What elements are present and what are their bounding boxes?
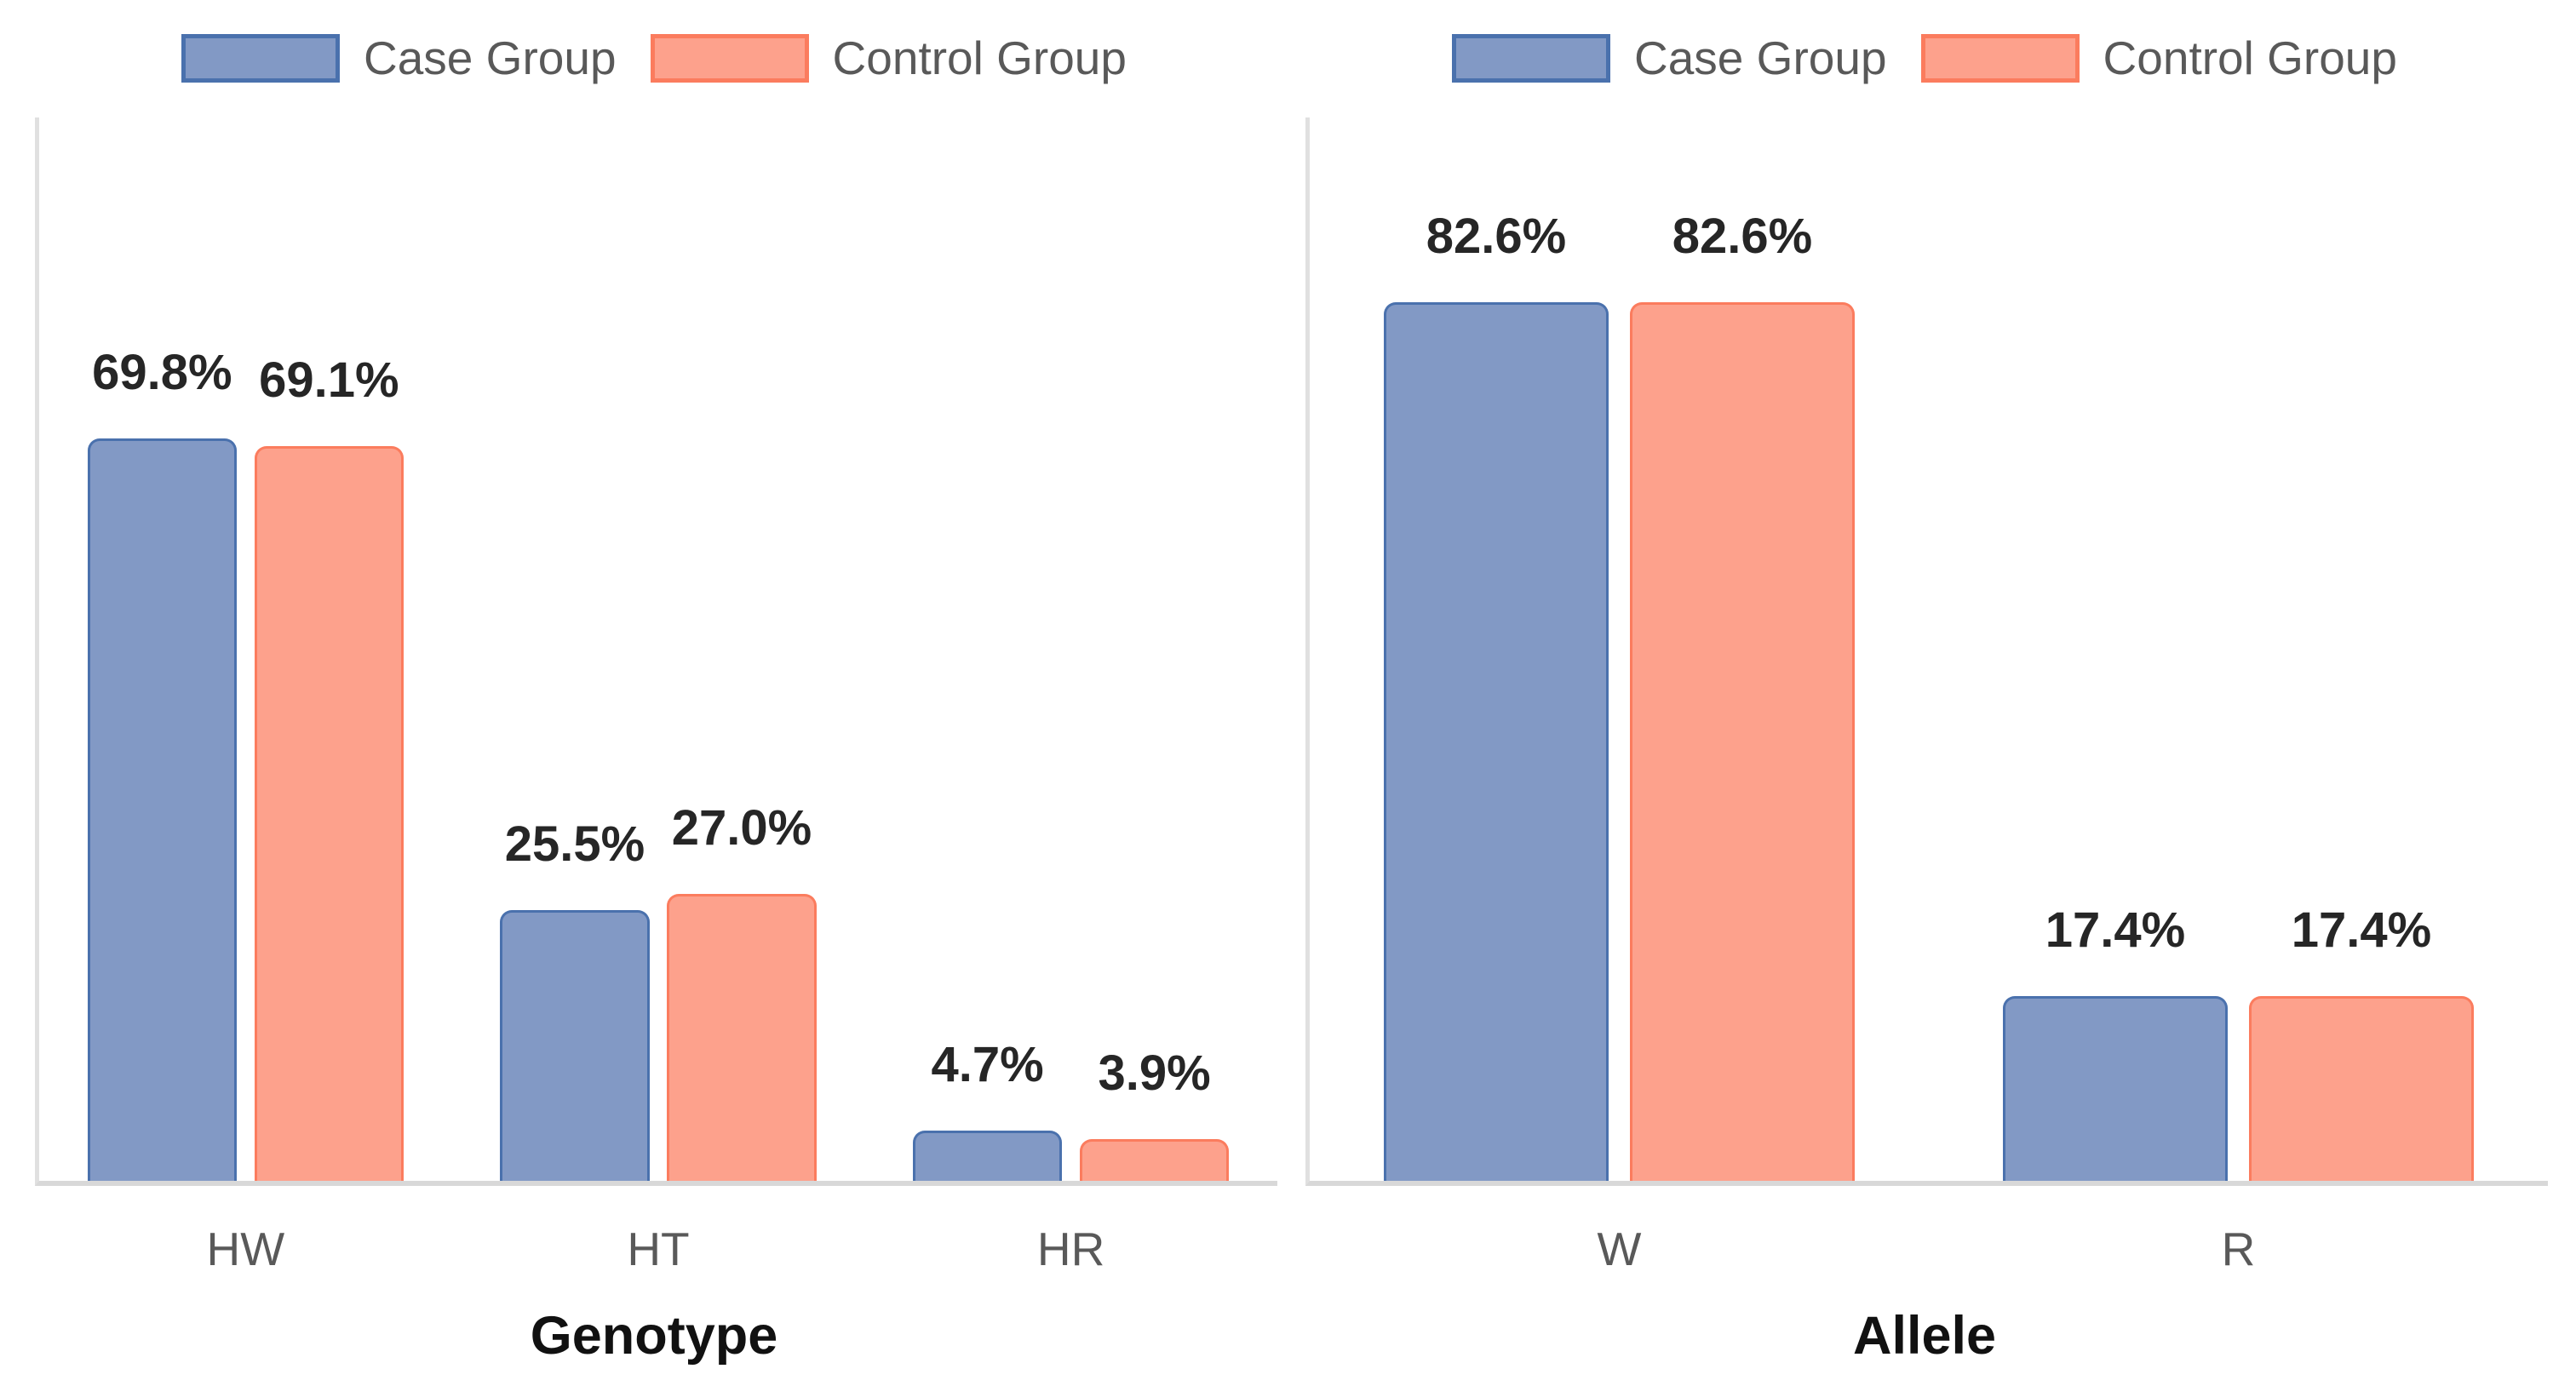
x-tick-label: W	[1597, 1223, 1642, 1275]
bar-control-group	[1080, 1139, 1230, 1181]
legend-label: Control Group	[2103, 32, 2397, 84]
bar-control-group	[1630, 302, 1856, 1181]
legend-label: Case Group	[364, 32, 617, 84]
legend-label: Control Group	[832, 32, 1127, 84]
legend-swatch-case	[1452, 34, 1610, 83]
legend: Case Group Control Group	[35, 34, 1273, 83]
legend: Case Group Control Group	[1305, 34, 2544, 83]
bar-value-label: 82.6%	[1426, 209, 1567, 265]
x-tick-label: HW	[206, 1223, 285, 1275]
legend-item-case: Case Group	[181, 34, 617, 83]
bar-case-group	[500, 909, 650, 1181]
bar-value-label: 4.7%	[931, 1037, 1044, 1093]
bar-control-group	[2249, 995, 2475, 1181]
x-tick-label: HT	[627, 1223, 690, 1275]
bar-case-group	[1383, 302, 1609, 1181]
bar-value-label: 69.1%	[259, 352, 399, 408]
legend-swatch-control	[650, 34, 809, 83]
genotype-chart: Case Group Control Group 69.8% 69.1% HW 25.5…	[35, 0, 1277, 1386]
bar-value-label: 27.0%	[671, 799, 812, 856]
bar-value-label: 69.8%	[92, 345, 232, 401]
bar-control-group	[254, 445, 404, 1181]
bar-case-group	[913, 1131, 1063, 1181]
x-tick-label: R	[2221, 1223, 2256, 1275]
bar-case-group	[2002, 995, 2228, 1181]
legend-item-control: Control Group	[650, 32, 1127, 84]
bar-case-group	[87, 438, 237, 1181]
bar-value-label: 17.4%	[2045, 902, 2186, 958]
legend-item-case: Case Group	[1452, 34, 1887, 83]
x-axis-title: Allele	[1852, 1306, 1997, 1366]
x-tick-label: HR	[1036, 1223, 1105, 1275]
bar-value-label: 17.4%	[2291, 902, 2432, 958]
x-axis-title: Genotype	[530, 1306, 778, 1366]
bar-value-label: 25.5%	[504, 816, 645, 872]
plot-area: 82.6% 82.6% W 17.4% 17.4% R	[1305, 117, 2548, 1273]
bar-value-label: 3.9%	[1098, 1045, 1211, 1102]
bar-value-label: 82.6%	[1672, 209, 1813, 265]
legend-swatch-control	[1920, 34, 2080, 83]
legend-label: Case Group	[1634, 32, 1887, 84]
legend-swatch-case	[181, 34, 340, 83]
allele-chart: Case Group Control Group 82.6% 82.6% W 17.4%…	[1305, 0, 2548, 1386]
legend-item-control: Control Group	[1920, 32, 2397, 84]
bar-control-group	[667, 893, 817, 1181]
plot-area: 69.8% 69.1% HW 25.5% 27.0% HT 4.7% 3.9% HR	[35, 117, 1277, 1273]
